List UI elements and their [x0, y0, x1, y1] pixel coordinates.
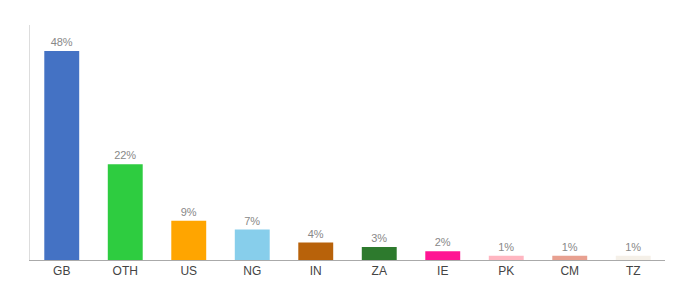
- svg-text:US: US: [180, 264, 197, 278]
- svg-text:3%: 3%: [371, 232, 387, 244]
- svg-text:48%: 48%: [51, 36, 73, 48]
- svg-text:7%: 7%: [244, 215, 260, 227]
- svg-text:CM: CM: [560, 264, 579, 278]
- svg-text:IE: IE: [437, 264, 448, 278]
- svg-text:22%: 22%: [114, 149, 136, 161]
- svg-text:ZA: ZA: [372, 264, 387, 278]
- svg-text:IN: IN: [310, 264, 322, 278]
- svg-text:OTH: OTH: [113, 264, 138, 278]
- svg-text:1%: 1%: [625, 241, 641, 253]
- svg-text:GB: GB: [53, 264, 70, 278]
- svg-text:1%: 1%: [562, 241, 578, 253]
- svg-text:2%: 2%: [435, 236, 451, 248]
- svg-text:TZ: TZ: [626, 264, 641, 278]
- svg-text:1%: 1%: [498, 241, 514, 253]
- svg-text:4%: 4%: [308, 228, 324, 240]
- svg-text:9%: 9%: [181, 206, 197, 218]
- svg-text:NG: NG: [243, 264, 261, 278]
- svg-text:PK: PK: [498, 264, 514, 278]
